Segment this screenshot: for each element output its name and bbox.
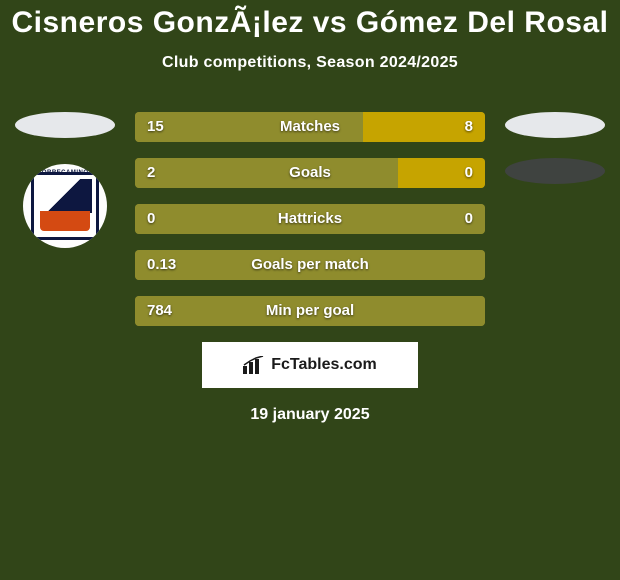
row-label: Goals per match [135,250,485,280]
comparison-row: Goals per match0.13 [135,250,485,280]
row-value-left: 0 [147,204,155,234]
brand-text: FcTables.com [271,356,377,374]
row-value-right: 0 [465,204,473,234]
comparison-row: Goals2 0 [135,158,485,188]
comparison-row: Min per goal784 [135,296,485,326]
player-left-column: CORRECAMINOS [10,112,120,248]
row-value-left: 2 [147,158,155,188]
row-value-left: 0.13 [147,250,176,280]
club-logo-left: CORRECAMINOS [23,164,107,248]
comparison-infographic: Cisneros GonzÃ¡lez vs Gómez Del Rosal Cl… [0,0,620,580]
comparison-rows: Matches158Goals20Hattricks00Goals per ma… [135,112,485,326]
club-logo-name: CORRECAMINOS [23,170,107,176]
row-label: Matches [135,112,485,142]
subtitle: Club competitions, Season 2024/2025 [0,54,620,72]
page-title: Cisneros GonzÃ¡lez vs Gómez Del Rosal [0,0,620,40]
date-text: 19 january 2025 [0,406,620,424]
row-value-left: 784 [147,296,172,326]
row-value-left: 15 [147,112,164,142]
player-left-placeholder-ellipse [15,112,115,138]
brand-box: FcTables.com [202,342,418,388]
player-right-placeholder-ellipse-bottom [505,158,605,184]
bar-chart-icon [243,356,265,374]
row-label: Goals [135,158,485,188]
row-label: Hattricks [135,204,485,234]
row-value-right: 8 [465,112,473,142]
comparison-row: Matches15 8 [135,112,485,142]
comparison-row: Hattricks0 0 [135,204,485,234]
player-right-column [500,112,610,204]
player-right-placeholder-ellipse-top [505,112,605,138]
row-value-right: 0 [465,158,473,188]
row-label: Min per goal [135,296,485,326]
content-area: CORRECAMINOS Matches158Goals20Hattricks0… [0,112,620,424]
club-logo-shield [31,172,99,240]
